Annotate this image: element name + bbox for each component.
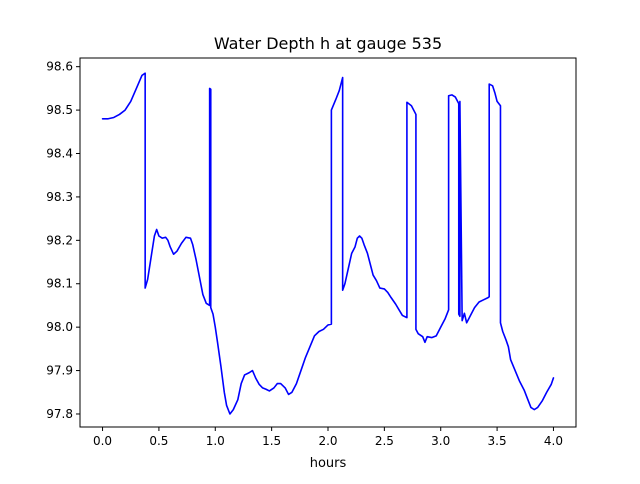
- y-tick-label-7: 98.5: [46, 103, 73, 117]
- x-tick-label-6: 3.0: [431, 434, 450, 448]
- y-tick-label-0: 97.8: [46, 407, 73, 421]
- x-tick-label-2: 1.0: [206, 434, 225, 448]
- x-tick-label-7: 3.5: [488, 434, 507, 448]
- y-tick-label-8: 98.6: [46, 60, 73, 74]
- x-tick-label-1: 0.5: [149, 434, 168, 448]
- plot-layer: 0.0 0.5 1.0 1.5 2.0 2.5 3.0 3.5 4.0 97.8 97.9 98.0 9…: [46, 60, 563, 448]
- plot-frame: [79, 57, 577, 428]
- x-tick-label-5: 2.5: [375, 434, 394, 448]
- y-tick-label-3: 98.1: [46, 277, 73, 291]
- chart-title: Water Depth h at gauge 535: [214, 34, 442, 53]
- x-axis-label: hours: [310, 456, 347, 471]
- y-tick-label-1: 97.9: [46, 364, 73, 378]
- y-tick-label-2: 98.0: [46, 320, 73, 334]
- x-tick-label-8: 4.0: [544, 434, 563, 448]
- series-line-0: [101, 72, 555, 415]
- y-tick-label-6: 98.4: [46, 147, 73, 161]
- y-tick-label-5: 98.3: [46, 190, 73, 204]
- x-tick-label-3: 1.5: [262, 434, 281, 448]
- x-tick-label-4: 2.0: [318, 434, 337, 448]
- y-tick-label-4: 98.2: [46, 233, 73, 247]
- x-tick-label-0: 0.0: [93, 434, 112, 448]
